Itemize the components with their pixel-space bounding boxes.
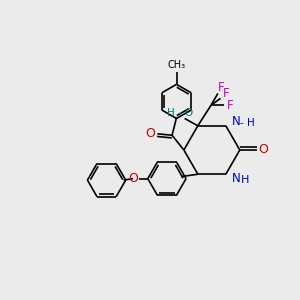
Text: O: O	[128, 172, 138, 185]
Text: F: F	[227, 99, 233, 112]
Text: O: O	[145, 127, 155, 140]
Text: CH₃: CH₃	[167, 61, 186, 70]
Text: - H: - H	[240, 118, 254, 128]
Text: H: H	[242, 175, 250, 185]
Text: N: N	[232, 172, 241, 185]
Text: O: O	[258, 143, 268, 157]
Text: F: F	[223, 88, 229, 100]
Text: N: N	[232, 115, 241, 128]
Text: F: F	[218, 81, 225, 94]
Text: H - O: H - O	[167, 107, 193, 118]
